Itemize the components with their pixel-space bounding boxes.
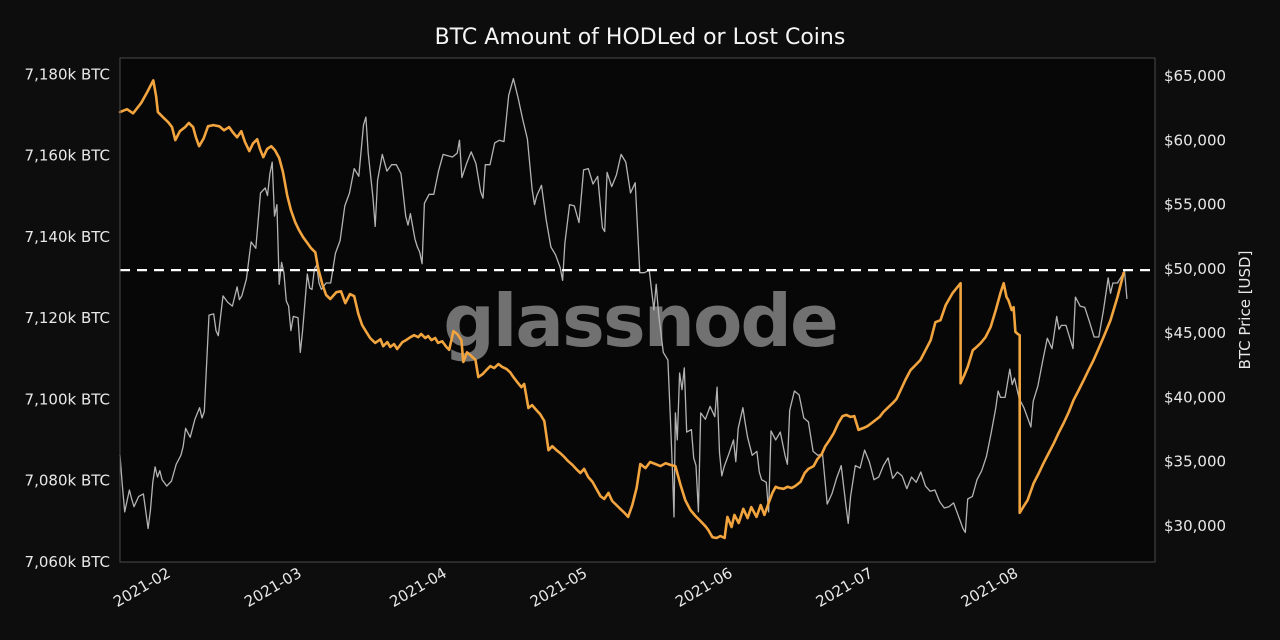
right-axis-tick-label: $35,000 — [1164, 453, 1226, 471]
right-axis-title: BTC Price [USD] — [1236, 251, 1254, 370]
left-axis-tick-label: 7,180k BTC — [25, 65, 110, 83]
right-axis-tick-label: $55,000 — [1164, 196, 1226, 214]
left-axis-tick-label: 7,120k BTC — [25, 309, 110, 327]
right-axis-tick-label: $45,000 — [1164, 324, 1226, 342]
right-axis-tick-label: $60,000 — [1164, 131, 1226, 149]
left-axis-tick-label: 7,060k BTC — [25, 553, 110, 571]
right-axis-tick-label: $30,000 — [1164, 517, 1226, 535]
right-axis-tick-label: $50,000 — [1164, 260, 1226, 278]
plot-border — [119, 57, 1156, 563]
right-axis-ticks: $65,000 $60,000 $55,000 $50,000 $45,000 $40,0… — [1164, 67, 1226, 535]
chart-title: BTC Amount of HODLed or Lost Coins — [435, 25, 846, 50]
series-lines — [118, 77, 1128, 540]
left-axis-ticks: 7,180k BTC 7,160k BTC 7,140k BTC 7,120k BTC… — [25, 65, 110, 571]
glassnode-watermark: glassnode — [443, 279, 837, 363]
left-axis-tick-label: 7,160k BTC — [25, 147, 110, 165]
left-axis-tick-label: 7,080k BTC — [25, 472, 110, 490]
hodl-series-line — [118, 79, 1125, 540]
price-series-line — [119, 77, 1128, 534]
left-axis-tick-label: 7,100k BTC — [25, 390, 110, 408]
left-axis-tick-label: 7,140k BTC — [25, 228, 110, 246]
right-axis-tick-label: $40,000 — [1164, 388, 1226, 406]
right-axis-tick-label: $65,000 — [1164, 67, 1226, 85]
